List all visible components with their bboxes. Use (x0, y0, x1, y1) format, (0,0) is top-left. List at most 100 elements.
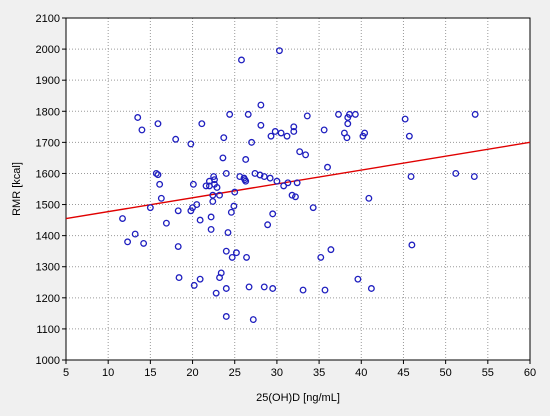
data-point (119, 215, 126, 222)
data-point (293, 179, 301, 187)
data-point (256, 171, 264, 179)
data-point (408, 241, 416, 249)
data-point (157, 194, 165, 202)
x-tick-label: 15 (144, 367, 156, 379)
data-point (162, 219, 170, 227)
data-point (224, 229, 232, 236)
plot-area (66, 18, 530, 360)
y-tick-label: 1900 (36, 75, 60, 87)
data-point (292, 193, 299, 201)
y-tick-label: 1000 (36, 355, 60, 367)
data-point (290, 123, 298, 131)
data-point (344, 120, 352, 128)
data-point (222, 170, 230, 177)
data-point (154, 171, 162, 179)
data-point (175, 274, 183, 282)
y-axis-title: RMR [kcal] (11, 162, 23, 216)
data-point (216, 191, 223, 199)
data-point (174, 243, 182, 250)
data-point (266, 174, 274, 182)
data-point (302, 151, 310, 159)
data-point (174, 207, 182, 215)
data-point (288, 191, 296, 199)
data-point (269, 210, 277, 218)
data-point (407, 173, 415, 181)
data-point (134, 114, 142, 121)
y-tick-label: 2000 (36, 44, 60, 56)
data-point (231, 188, 239, 196)
data-point (248, 138, 256, 146)
y-tick-label: 1600 (36, 168, 60, 180)
data-point (405, 132, 413, 140)
data-point (207, 213, 215, 221)
data-point (242, 156, 250, 163)
data-point (320, 126, 328, 134)
data-point (267, 132, 275, 140)
data-point (226, 110, 234, 118)
data-point (401, 115, 409, 123)
data-point (335, 110, 342, 118)
data-point (470, 173, 478, 181)
data-point (243, 253, 250, 261)
data-point (354, 275, 362, 283)
data-point (299, 286, 307, 294)
y-tick-label: 1300 (36, 262, 60, 274)
data-point (172, 135, 180, 143)
data-point (227, 208, 235, 216)
y-tick-label: 1400 (36, 231, 60, 243)
data-point (321, 286, 329, 294)
data-point (196, 216, 204, 224)
data-point (209, 197, 217, 205)
data-point (140, 239, 148, 247)
data-point (211, 176, 218, 184)
data-point (351, 110, 359, 118)
x-tick-label: 30 (271, 367, 283, 379)
x-tick-label: 20 (186, 367, 198, 379)
data-point (236, 173, 244, 181)
data-point (244, 110, 252, 118)
data-point (220, 134, 228, 142)
data-point (222, 285, 230, 292)
x-axis-title: 25(OH)D [ng/mL] (256, 392, 340, 404)
data-point (309, 204, 317, 212)
data-point (257, 121, 265, 129)
y-tick-label: 2100 (36, 13, 60, 25)
data-points (119, 47, 479, 324)
data-point (242, 177, 250, 185)
y-tick-label: 1700 (36, 137, 60, 149)
data-point (452, 170, 460, 177)
data-point (271, 128, 279, 135)
x-tick-label: 45 (397, 367, 409, 379)
data-point (198, 120, 206, 128)
data-point (296, 148, 304, 156)
data-point (196, 275, 204, 283)
data-point (277, 129, 285, 137)
data-point (471, 110, 479, 118)
data-point (361, 129, 369, 137)
data-point (207, 225, 215, 233)
x-axis-ticks: 5 10 15 20 25 30 35 40 45 50 55 60 (63, 360, 536, 379)
data-point (327, 246, 335, 254)
data-point (154, 120, 162, 128)
y-tick-label: 1200 (36, 293, 60, 305)
x-tick-label: 35 (313, 367, 325, 379)
x-tick-label: 40 (355, 367, 367, 379)
data-point (260, 283, 268, 291)
data-point (232, 249, 240, 257)
data-point (156, 180, 164, 188)
data-point (189, 180, 197, 188)
y-tick-label: 1800 (36, 106, 60, 118)
data-point (283, 132, 291, 140)
data-point (212, 289, 220, 297)
plot-frame (65, 17, 531, 361)
data-point (202, 182, 210, 190)
data-point (264, 221, 272, 229)
data-point (228, 253, 236, 261)
data-point (284, 179, 292, 187)
data-point (343, 134, 351, 142)
data-point (217, 269, 225, 277)
x-tick-label: 60 (524, 367, 536, 379)
data-point (245, 283, 253, 291)
x-tick-label: 55 (482, 367, 494, 379)
